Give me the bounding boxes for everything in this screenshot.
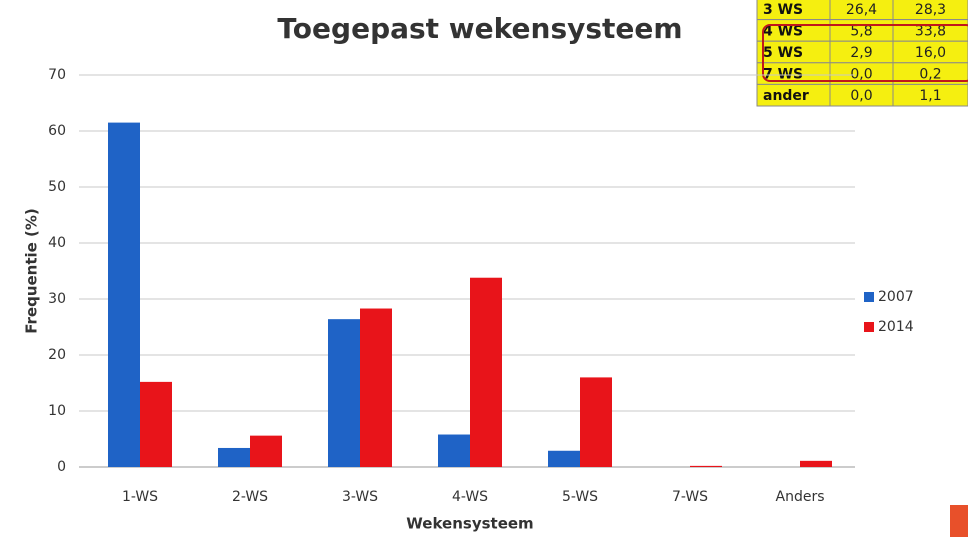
bar [328,319,360,467]
table-cell-text: 5 WS [763,45,803,61]
x-tick-label: 7-WS [672,489,708,505]
table-cell-text: 0,0 [850,88,872,104]
x-axis-label: Wekensysteem [406,515,533,533]
highlight-box [762,24,968,82]
y-axis-label: Frequentie (%) [23,208,41,334]
bar [250,435,282,467]
table-cell-text: 16,0 [915,45,946,61]
chart-title: Toegepast wekensysteem [277,12,682,45]
table-cell-text: 5,8 [850,23,872,39]
legend-swatch [864,292,874,302]
table-cell-text: 1,1 [919,88,941,104]
bar [470,277,502,467]
decoration [950,505,968,537]
y-tick-label: 40 [48,235,66,251]
x-tick-label: Anders [776,489,825,505]
bar [800,460,832,467]
table-cell-text: 4 WS [763,23,803,39]
x-tick-label: 3-WS [342,489,378,505]
x-tick-label: 5-WS [562,489,598,505]
table-cell-text: ander [763,88,809,104]
y-tick-label: 10 [48,403,66,419]
y-tick-label: 60 [48,123,66,139]
bar [580,377,612,467]
y-tick-label: 50 [48,179,66,195]
bar [140,381,172,467]
legend-swatch [864,322,874,332]
table-cell-text: 2,9 [850,45,872,61]
x-tick-label: 2-WS [232,489,268,505]
y-tick-label: 20 [48,347,66,363]
bar [360,308,392,467]
legend-label: 2007 [878,289,914,305]
table-cell-text: 26,4 [846,2,877,18]
table-cell-text: 28,3 [915,2,946,18]
y-tick-label: 70 [48,67,66,83]
table-cell-text: 0,0 [850,67,872,83]
bar [548,450,580,467]
x-tick-label: 4-WS [452,489,488,505]
table-cell-text: 0,2 [919,67,941,83]
table-cell-text: 3 WS [763,2,803,18]
y-tick-label: 30 [48,291,66,307]
bar [108,122,140,467]
table-cell-text: 33,8 [915,23,946,39]
bar [218,447,250,467]
bar [690,465,722,467]
table-cell [892,83,968,107]
x-tick-label: 1-WS [122,489,158,505]
bar [438,434,470,467]
legend-label: 2014 [878,319,914,335]
y-tick-label: 0 [57,459,66,475]
